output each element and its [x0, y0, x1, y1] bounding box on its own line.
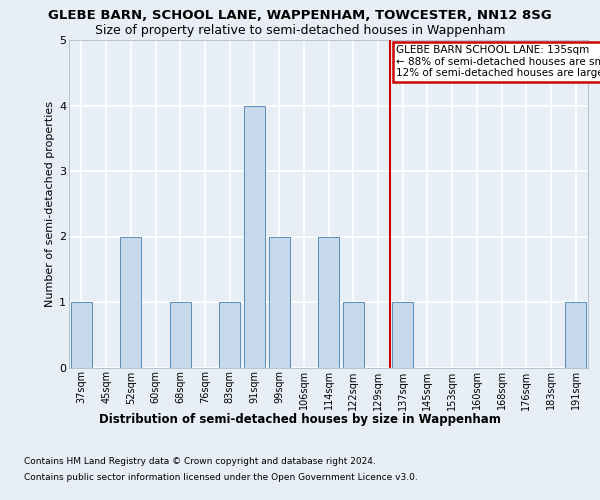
Text: Contains HM Land Registry data © Crown copyright and database right 2024.: Contains HM Land Registry data © Crown c…	[24, 458, 376, 466]
Text: Contains public sector information licensed under the Open Government Licence v3: Contains public sector information licen…	[24, 472, 418, 482]
Bar	[71, 302, 92, 368]
Text: Size of property relative to semi-detached houses in Wappenham: Size of property relative to semi-detach…	[95, 24, 505, 37]
Text: Distribution of semi-detached houses by size in Wappenham: Distribution of semi-detached houses by …	[99, 412, 501, 426]
Bar	[120, 236, 141, 368]
Text: GLEBE BARN SCHOOL LANE: 135sqm
← 88% of semi-detached houses are smaller (15)
12: GLEBE BARN SCHOOL LANE: 135sqm ← 88% of …	[397, 45, 600, 78]
Bar	[392, 302, 413, 368]
Bar	[219, 302, 240, 368]
Bar	[343, 302, 364, 368]
Bar	[269, 236, 290, 368]
Bar	[244, 106, 265, 368]
Bar	[565, 302, 586, 368]
Bar	[318, 236, 339, 368]
Y-axis label: Number of semi-detached properties: Number of semi-detached properties	[45, 101, 55, 306]
Bar	[170, 302, 191, 368]
Text: GLEBE BARN, SCHOOL LANE, WAPPENHAM, TOWCESTER, NN12 8SG: GLEBE BARN, SCHOOL LANE, WAPPENHAM, TOWC…	[48, 9, 552, 22]
